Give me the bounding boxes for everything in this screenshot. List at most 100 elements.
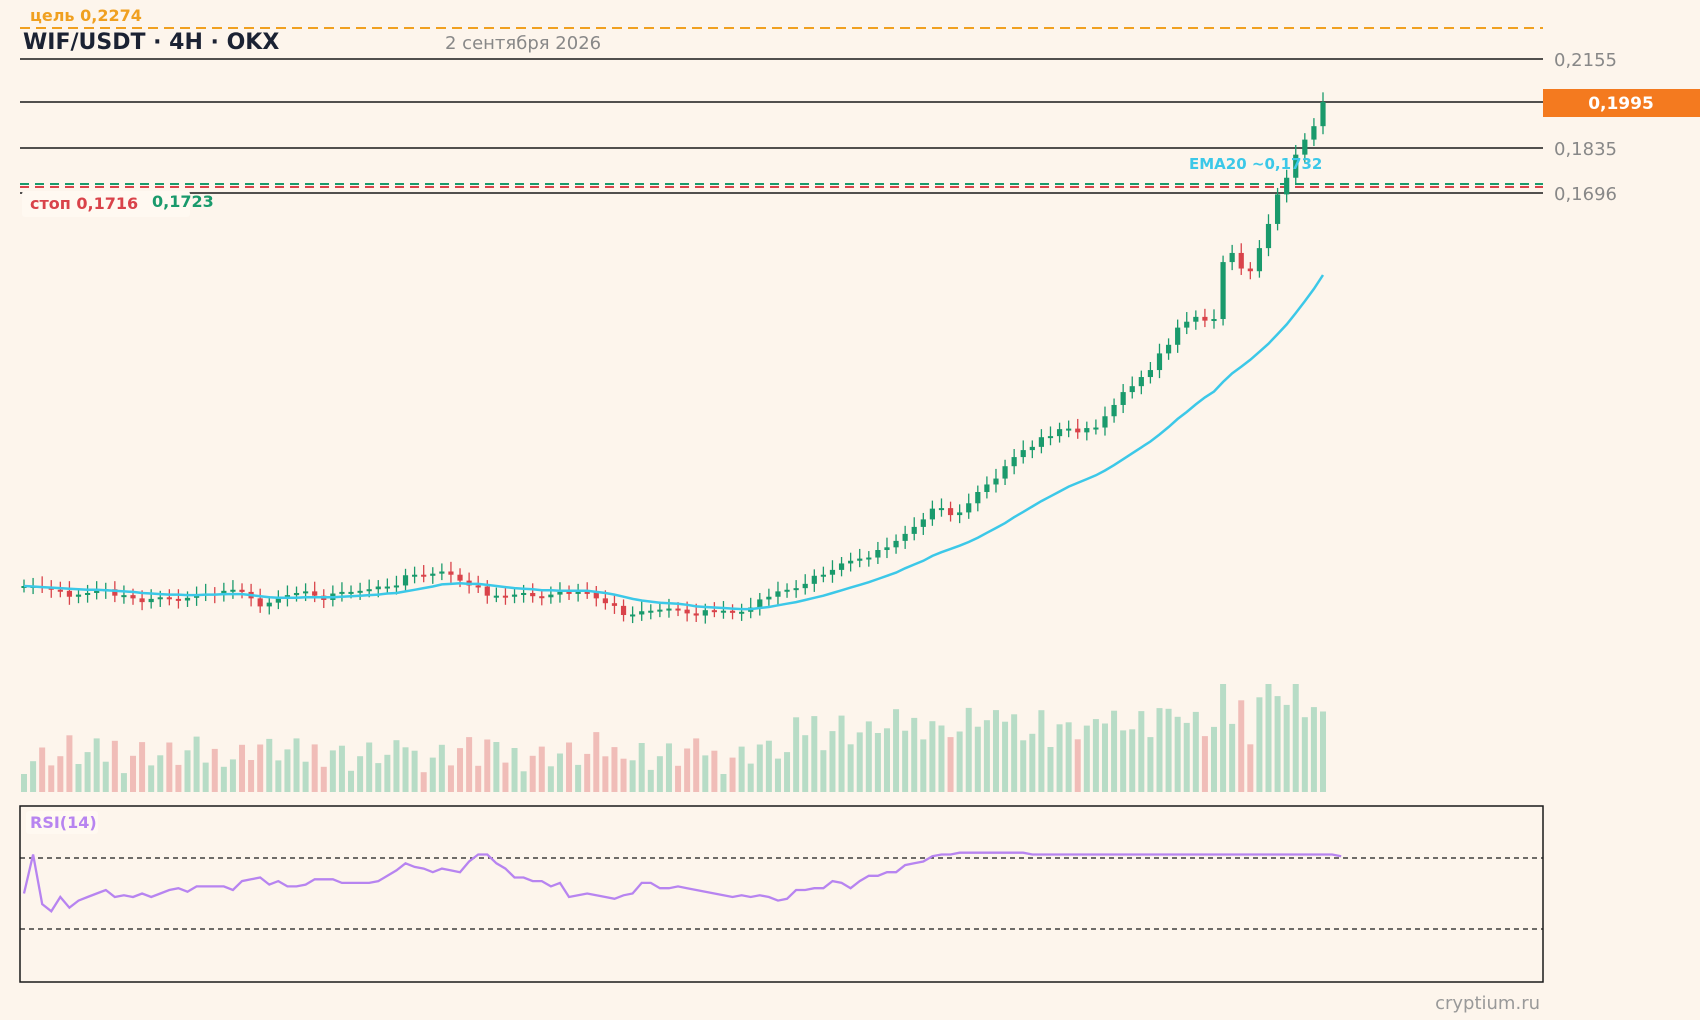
chart-date: 2 сентября 2026 — [445, 33, 601, 54]
candle-body — [975, 491, 981, 504]
candle-body — [666, 608, 672, 611]
volume-bar — [275, 760, 282, 792]
volume-bar — [675, 765, 682, 792]
candle-body — [94, 590, 100, 593]
volume-bar — [820, 750, 827, 792]
volume-bar — [239, 744, 246, 792]
volume-bar — [502, 762, 509, 792]
volume-bar — [684, 748, 691, 792]
volume-bar — [711, 750, 718, 792]
volume-bar — [1074, 739, 1081, 792]
candle-body — [275, 598, 281, 603]
volume-bar — [856, 732, 863, 792]
volume-bar — [929, 721, 936, 792]
volume-bar — [1283, 704, 1290, 792]
candle-body — [602, 598, 608, 604]
volume-bar — [1192, 711, 1199, 792]
candle-body — [357, 590, 363, 593]
volume-bar — [1174, 716, 1181, 792]
volume-bar — [1156, 708, 1163, 792]
volume-bar — [248, 760, 255, 792]
volume-bar — [1320, 711, 1326, 792]
candle-body — [1193, 316, 1199, 322]
volume-bar — [947, 737, 954, 792]
candle-body — [648, 610, 654, 613]
volume-bar — [1101, 723, 1108, 792]
volume-bar — [220, 766, 227, 792]
entry-label: 0,1723 — [152, 192, 214, 211]
candle-body — [639, 611, 645, 615]
volume-bar — [1011, 714, 1018, 792]
candle-body — [1211, 319, 1217, 322]
volume-bar — [1147, 737, 1154, 792]
candle-body — [439, 571, 445, 574]
candle-body — [384, 586, 390, 589]
volume-bar — [938, 725, 945, 792]
candle-body — [112, 589, 118, 596]
watermark: cryptium.ru — [1435, 993, 1540, 1014]
volume-bar — [229, 759, 236, 792]
volume-bar — [1047, 747, 1054, 792]
candle-body — [584, 591, 590, 594]
candle-body — [866, 557, 872, 560]
volume-bar — [366, 742, 373, 792]
candle-body — [966, 503, 972, 513]
candle-body — [1220, 262, 1226, 320]
candle-body — [611, 603, 618, 606]
candle-body — [1102, 416, 1108, 428]
candle-body — [838, 563, 845, 570]
volume-bar — [720, 774, 727, 792]
candle-body — [1247, 268, 1253, 272]
candle-body — [1084, 428, 1090, 433]
volume-bar — [1238, 700, 1245, 792]
candle-body — [1038, 437, 1044, 447]
candle-body — [66, 590, 73, 597]
volume-bar — [838, 715, 845, 792]
candle-body — [757, 599, 763, 608]
current-price-badge — [1543, 89, 1700, 117]
candle-body — [257, 598, 263, 607]
volume-bar — [793, 717, 800, 792]
candle-body — [75, 594, 82, 597]
candle-body — [657, 609, 663, 612]
price-tick-label: 0,2155 — [1554, 50, 1617, 71]
volume-bar — [974, 726, 981, 792]
candle-body — [539, 596, 545, 599]
candle-body — [139, 598, 145, 603]
candle-body — [448, 571, 454, 575]
volume-bar — [729, 757, 736, 792]
volume-bar — [956, 731, 963, 792]
candle-body — [720, 610, 727, 613]
volume-bar — [1274, 696, 1281, 792]
candle-body — [557, 591, 563, 595]
candle-body — [157, 597, 163, 600]
rsi-label-bg — [26, 811, 98, 834]
volume-bar — [1111, 710, 1118, 792]
volume-bar — [1183, 722, 1190, 792]
candle-body — [920, 519, 926, 527]
candle-body — [239, 589, 245, 592]
volume-bar — [1038, 710, 1045, 792]
volume-bar — [438, 744, 445, 792]
candle-body — [784, 589, 790, 592]
volume-bar — [139, 742, 146, 792]
candle-body — [693, 613, 699, 616]
candle-body — [947, 508, 954, 516]
volume-bar — [693, 738, 700, 792]
volume-bar — [1201, 736, 1208, 792]
candle-body — [148, 598, 154, 603]
candle-body — [511, 594, 518, 597]
volume-bar — [93, 738, 100, 792]
candle-body — [493, 595, 499, 598]
candle-body — [1265, 223, 1272, 249]
candle-body — [1229, 252, 1235, 263]
volume-bar — [30, 761, 37, 792]
volume-bar — [1301, 717, 1308, 792]
candle-body — [593, 592, 599, 599]
volume-bar — [1065, 722, 1072, 792]
candle-body — [1066, 428, 1072, 431]
volume-bar — [1120, 730, 1127, 792]
volume-bar — [911, 717, 918, 792]
candle-body — [348, 591, 354, 594]
